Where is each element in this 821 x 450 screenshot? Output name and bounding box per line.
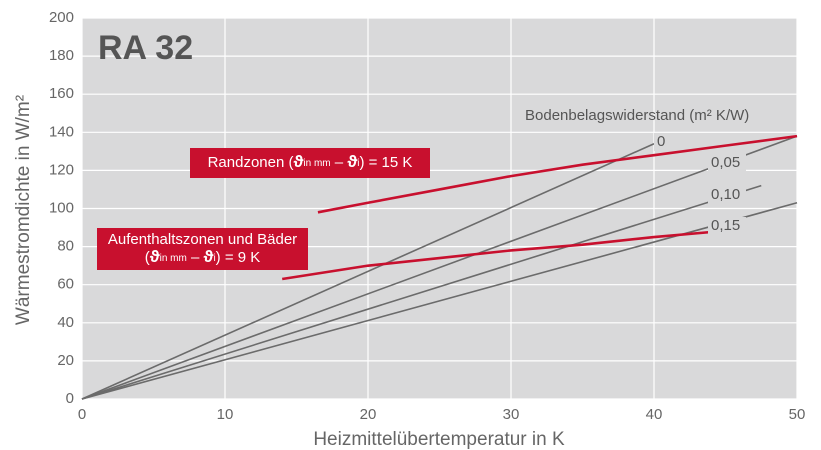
series-label-bg bbox=[708, 186, 746, 204]
series-label-bg bbox=[708, 154, 746, 172]
series-line bbox=[81, 142, 655, 400]
annotation-part: ( bbox=[145, 249, 150, 266]
series-label: 0,05 bbox=[711, 154, 740, 171]
annotation-part: ϑ bbox=[293, 152, 303, 171]
annotation-text: Aufenthaltszonen und Bäder bbox=[108, 231, 297, 248]
y-tick-label: 0 bbox=[66, 390, 74, 407]
y-tick-label: 140 bbox=[49, 123, 74, 140]
y-tick-label: 160 bbox=[49, 85, 74, 102]
annotation-part: ϑ bbox=[150, 247, 160, 266]
annotation-box bbox=[97, 228, 308, 270]
x-tick-label: 20 bbox=[360, 406, 377, 423]
y-tick-label: 120 bbox=[49, 161, 74, 178]
series-label: 0,10 bbox=[711, 186, 740, 203]
series-label: 0,15 bbox=[711, 217, 740, 234]
annotation-part: ϑ bbox=[204, 247, 214, 266]
annotation-part: – bbox=[187, 249, 204, 266]
series-line bbox=[317, 134, 798, 214]
y-tick-label: 20 bbox=[57, 352, 74, 369]
y-tick-label: 60 bbox=[57, 276, 74, 293]
y-tick-label: 180 bbox=[49, 47, 74, 64]
annotation-part: i bbox=[213, 253, 215, 264]
series-label-bg bbox=[654, 133, 668, 151]
annotation-part: Randzonen ( bbox=[208, 154, 294, 171]
series-line bbox=[81, 184, 762, 400]
annotation-part: in mm bbox=[303, 158, 330, 169]
legend-title: Bodenbelagswiderstand (m² K/W) bbox=[525, 107, 749, 124]
x-tick-label: 10 bbox=[217, 406, 234, 423]
y-tick-label: 200 bbox=[49, 9, 74, 26]
x-tick-label: 40 bbox=[646, 406, 663, 423]
annotation-part: ) = 9 K bbox=[216, 249, 261, 266]
annotation-part: i bbox=[357, 158, 359, 169]
y-tick-label: 40 bbox=[57, 314, 74, 331]
x-axis-title: Heizmittelübertemperatur in K bbox=[313, 429, 565, 450]
series-label: 0 bbox=[657, 133, 665, 150]
series-line bbox=[282, 230, 719, 281]
annotation-part: – bbox=[331, 154, 348, 171]
annotation-part: Aufenthaltszonen und Bäder bbox=[108, 231, 297, 248]
annotation-part: in mm bbox=[160, 253, 187, 264]
y-axis-title: Wärmestromdichte in W/m² bbox=[13, 95, 34, 325]
x-tick-label: 30 bbox=[503, 406, 520, 423]
annotation-part: ϑ bbox=[347, 152, 357, 171]
annotation-part: ) = 15 K bbox=[359, 154, 412, 171]
annotation-text: (ϑin mm – ϑi) = 9 K bbox=[145, 247, 261, 266]
y-tick-label: 100 bbox=[49, 199, 74, 216]
annotation-box bbox=[190, 148, 430, 178]
annotation-text: Randzonen (ϑin mm – ϑi) = 15 K bbox=[208, 152, 413, 171]
series-line bbox=[81, 135, 798, 400]
y-tick-label: 80 bbox=[57, 238, 74, 255]
x-tick-label: 0 bbox=[78, 406, 86, 423]
series-label-bg bbox=[708, 217, 746, 235]
x-tick-label: 50 bbox=[789, 406, 806, 423]
chart-title: RA 32 bbox=[98, 29, 193, 67]
